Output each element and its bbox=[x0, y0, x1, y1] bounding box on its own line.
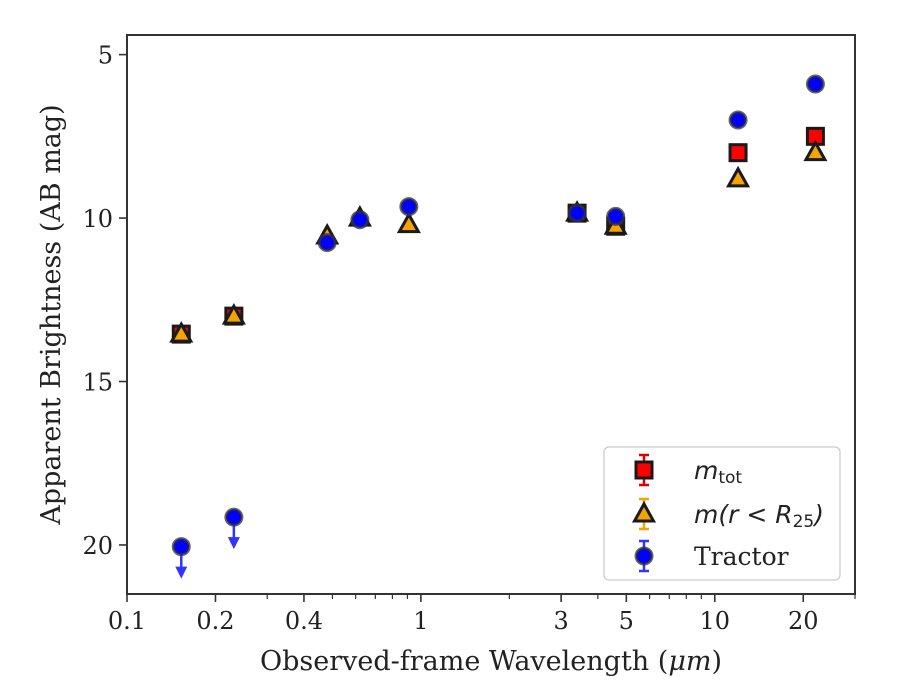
data-point-tractor bbox=[567, 203, 587, 223]
x-tick-label: 0.1 bbox=[108, 607, 146, 635]
data-point-tractor bbox=[317, 233, 337, 253]
data-point-mtot bbox=[728, 143, 748, 163]
legend-marker bbox=[634, 460, 654, 480]
legend-entry-mtot: mtot bbox=[634, 453, 742, 488]
data-point-tractor bbox=[805, 74, 825, 94]
data-point-mr25 bbox=[169, 321, 194, 343]
legend-marker bbox=[634, 546, 654, 566]
x-tick-label: 0.2 bbox=[196, 607, 234, 635]
series-mr25 bbox=[169, 139, 828, 343]
data-point-tractor bbox=[606, 206, 626, 226]
data-point-tractor bbox=[171, 537, 191, 557]
data-point-mr25 bbox=[396, 211, 421, 234]
legend-marker bbox=[631, 500, 657, 523]
x-tick-label: 20 bbox=[788, 607, 819, 635]
plot-marks bbox=[169, 74, 828, 579]
upper-limit-arrow-head bbox=[175, 566, 188, 579]
legend-entry-tractor: Tractor bbox=[634, 539, 789, 573]
legend-label: mtot bbox=[694, 456, 742, 488]
axis-ticks: 0.1 0.2 0.4 1 3 5 10 20 5 10 15 20 bbox=[82, 42, 856, 635]
series-mtot bbox=[171, 126, 825, 344]
x-tick-label: 1 bbox=[413, 607, 428, 635]
legend-label: m(r < R25) bbox=[694, 500, 824, 532]
legend-entry-mr25: m(r < R25) bbox=[631, 497, 824, 532]
data-point-mr25 bbox=[803, 139, 828, 162]
upper-limit-arrow-head bbox=[227, 537, 240, 550]
y-tick-label: 5 bbox=[98, 42, 113, 70]
data-point-mr25 bbox=[221, 303, 246, 325]
x-tick-label: 0.4 bbox=[285, 607, 323, 635]
x-tick-label: 5 bbox=[619, 607, 634, 635]
series-tractor bbox=[171, 74, 825, 579]
y-tick-label: 20 bbox=[82, 532, 113, 560]
legend: mtot m(r < R25) Tractor bbox=[603, 446, 841, 581]
data-point-tractor bbox=[399, 197, 419, 217]
x-tick-label: 3 bbox=[553, 607, 568, 635]
y-tick-label: 15 bbox=[82, 369, 113, 397]
legend-box bbox=[603, 446, 841, 581]
x-tick-label: 10 bbox=[700, 607, 731, 635]
y-axis-label: Apparent Brightness (AB mag) bbox=[36, 104, 67, 525]
y-tick-label: 10 bbox=[82, 205, 113, 233]
x-axis-label: Observed-frame Wavelength (μm) bbox=[260, 646, 722, 677]
data-point-tractor bbox=[350, 210, 370, 230]
plot-frame bbox=[126, 34, 856, 595]
data-point-tractor bbox=[224, 507, 244, 527]
data-point-tractor bbox=[728, 110, 748, 130]
data-point-mr25 bbox=[725, 165, 751, 188]
legend-label: Tractor bbox=[694, 542, 789, 571]
